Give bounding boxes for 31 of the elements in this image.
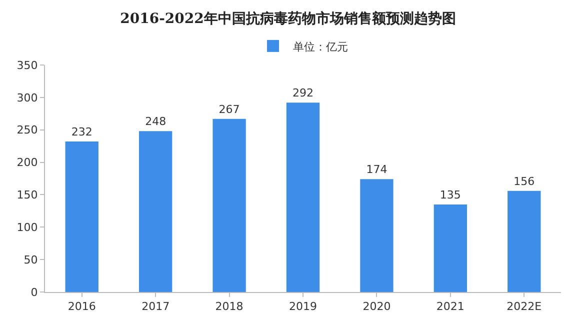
y-tick-label: 0 bbox=[30, 286, 38, 299]
bar bbox=[65, 142, 98, 292]
data-label: 174 bbox=[366, 163, 388, 176]
y-tick-label: 350 bbox=[16, 58, 38, 72]
y-tick-label: 300 bbox=[16, 91, 38, 104]
x-tick-label: 2019 bbox=[289, 300, 317, 314]
legend-label: 单位：亿元 bbox=[293, 40, 348, 54]
x-tick-label: 2022E bbox=[506, 300, 542, 314]
y-tick-label: 100 bbox=[16, 220, 38, 234]
data-label: 267 bbox=[218, 102, 240, 116]
y-tick-label: 250 bbox=[16, 124, 38, 137]
x-tick-label: 2021 bbox=[436, 300, 464, 314]
data-label: 232 bbox=[71, 126, 92, 139]
data-label: 135 bbox=[440, 188, 461, 202]
x-tick-label: 2016 bbox=[68, 300, 96, 314]
y-tick-label: 200 bbox=[16, 156, 38, 170]
bar bbox=[212, 118, 246, 292]
bar bbox=[286, 102, 320, 292]
bar bbox=[360, 179, 394, 292]
data-label: 292 bbox=[292, 86, 314, 100]
data-label: 156 bbox=[514, 174, 535, 188]
data-label: 248 bbox=[145, 115, 166, 128]
y-tick-label: 50 bbox=[24, 253, 38, 266]
x-tick-label: 2018 bbox=[215, 300, 244, 314]
y-tick-label: 150 bbox=[16, 188, 38, 202]
x-tick-label: 2017 bbox=[142, 300, 170, 314]
x-tick-label: 2020 bbox=[362, 300, 391, 314]
bar bbox=[508, 190, 541, 292]
bar bbox=[138, 131, 172, 292]
chart-title: 2016-2022年中国抗病毒药物市场销售额预测趋势图 bbox=[120, 10, 456, 27]
bar bbox=[434, 204, 468, 292]
